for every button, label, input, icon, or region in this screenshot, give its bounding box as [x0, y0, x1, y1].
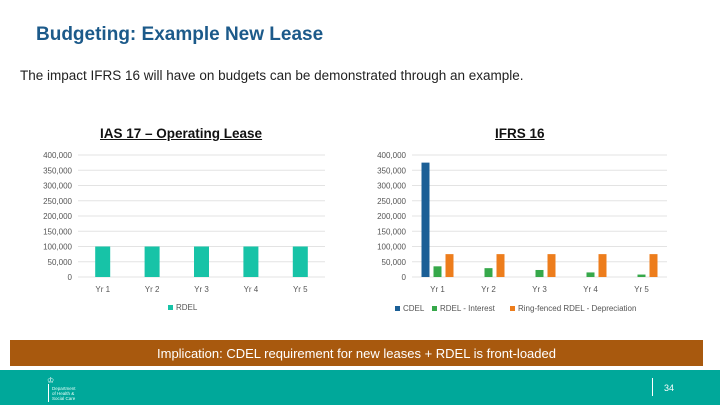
ias17-ytick-label: 400,000: [43, 151, 72, 160]
ias17-bar-4-1: [243, 246, 259, 277]
crest-icon: ♔: [47, 376, 55, 385]
ias17-xtick-label: Yr 5: [293, 285, 308, 294]
ifrs16-bar-3-2: [535, 269, 544, 277]
ias17-legend-label: RDEL: [176, 303, 198, 312]
ifrs16-xtick-label: Yr 4: [583, 285, 598, 294]
ias17-ytick-label: 100,000: [43, 243, 72, 252]
ias17-ytick-label: 50,000: [48, 258, 73, 267]
ifrs16-ytick-label: 300,000: [377, 182, 406, 191]
ias17-chart: 400,000 350,000 300,000 250,000 200,000 150,0…: [43, 151, 325, 312]
ias17-ytick-label: 250,000: [43, 197, 72, 206]
ias17-bar-3-1: [194, 246, 209, 277]
ifrs16-ytick-label: 150,000: [377, 227, 406, 236]
ifrs16-ytick-label: 50,000: [382, 258, 407, 267]
ifrs16-chart: 400,000 350,000 300,000 250,000 200,000 150,0…: [377, 151, 667, 313]
ias17-ytick-label: 200,000: [43, 212, 72, 221]
ifrs16-bar-4-3: [598, 254, 607, 277]
ifrs16-ytick-label: 200,000: [377, 212, 406, 221]
slide-title: Budgeting: Example New Lease: [36, 24, 324, 45]
ifrs16-legend-swatch: [510, 306, 515, 311]
logo-line-3: Social Care: [52, 396, 76, 401]
intro-text: The impact IFRS 16 will have on budgets …: [20, 68, 524, 83]
ifrs16-ytick-label: 100,000: [377, 243, 406, 252]
ifrs16-xtick-label: Yr 2: [481, 285, 496, 294]
footer-divider: [652, 378, 653, 396]
ias17-bar-1-1: [95, 246, 111, 277]
ifrs16-legend-swatch: [395, 306, 400, 311]
ifrs16-bar-2-2: [484, 268, 493, 277]
ifrs16-chart-title: IFRS 16: [495, 126, 545, 141]
ias17-legend-swatch: [168, 305, 173, 310]
ifrs16-bar-4-2: [586, 272, 595, 277]
footer-bar: ♔ Department of Health & Social Care 34: [0, 370, 720, 405]
logo-line-1: Department: [52, 386, 76, 391]
logo-line-2: of Health &: [52, 391, 75, 396]
ias17-bar-5-1: [292, 246, 308, 277]
ifrs16-bar-1-3: [445, 254, 454, 277]
logo-rule: [48, 384, 49, 402]
ifrs16-ytick-label: 0: [402, 273, 407, 282]
ifrs16-legend-label: CDEL: [403, 304, 425, 313]
ias17-xtick-label: Yr 2: [145, 285, 160, 294]
ias17-ytick-label: 350,000: [43, 166, 72, 175]
ifrs16-bar-1-2: [433, 266, 442, 277]
ias17-bar-2-1: [144, 246, 160, 277]
page-number: 34: [664, 383, 675, 393]
ifrs16-legend-label: Ring-fenced RDEL - Depreciation: [518, 304, 636, 313]
ias17-xtick-label: Yr 1: [95, 285, 110, 294]
ias17-xtick-label: Yr 3: [194, 285, 209, 294]
ifrs16-ytick-label: 250,000: [377, 197, 406, 206]
ifrs16-bar-2-3: [496, 254, 505, 277]
ias17-ytick-label: 150,000: [43, 227, 72, 236]
ifrs16-xtick-label: Yr 5: [634, 285, 649, 294]
ifrs16-legend-label: RDEL - Interest: [440, 304, 496, 313]
implication-banner: Implication: CDEL requirement for new le…: [10, 340, 703, 366]
ias17-xtick-label: Yr 4: [244, 285, 259, 294]
ifrs16-bar-5-3: [649, 254, 658, 277]
ifrs16-bar-3-3: [547, 254, 556, 277]
ias17-ytick-label: 300,000: [43, 182, 72, 191]
department-logo: ♔ Department of Health & Social Care: [44, 376, 84, 402]
ias17-chart-title: IAS 17 – Operating Lease: [100, 126, 263, 141]
ifrs16-legend-swatch: [432, 306, 437, 311]
ifrs16-xtick-label: Yr 3: [532, 285, 547, 294]
ifrs16-bar-5-2: [637, 274, 646, 277]
ifrs16-bar-1-1: [421, 162, 430, 277]
ias17-ytick-label: 0: [68, 273, 73, 282]
ifrs16-ytick-label: 400,000: [377, 151, 406, 160]
ifrs16-xtick-label: Yr 1: [430, 285, 445, 294]
ifrs16-ytick-label: 350,000: [377, 166, 406, 175]
